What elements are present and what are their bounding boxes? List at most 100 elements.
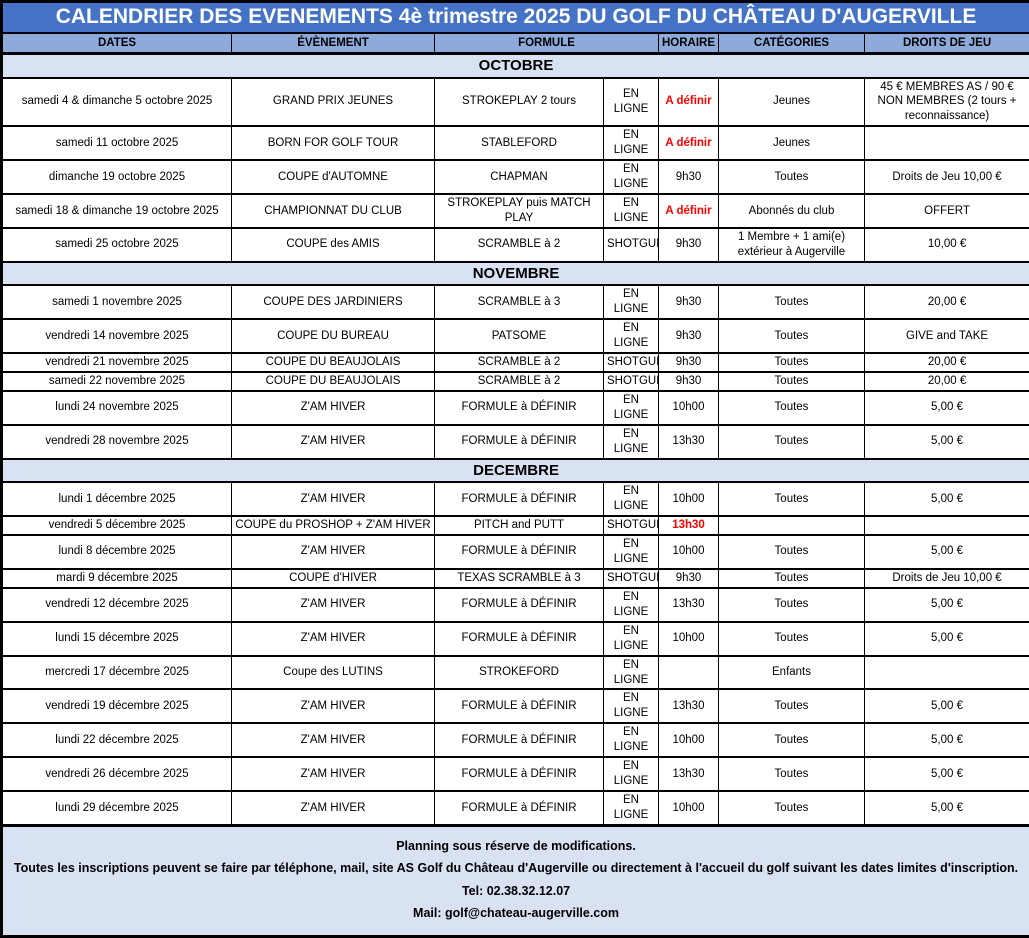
- cell-inscription: EN LIGNE: [604, 689, 659, 723]
- cell-horaire: 13h30: [659, 516, 719, 535]
- footer-email: Mail: golf@chateau-augerville.com: [11, 904, 1021, 923]
- cell-horaire: 13h30: [659, 588, 719, 622]
- cell-droits: 5,00 €: [865, 622, 1029, 656]
- cell-droits: 45 € MEMBRES AS / 90 € NON MEMBRES (2 to…: [865, 78, 1029, 127]
- cell-formule: STABLEFORD: [435, 126, 604, 160]
- col-header-horaire: HORAIRE: [659, 33, 719, 54]
- cell-date: samedi 18 & dimanche 19 octobre 2025: [2, 194, 232, 228]
- cell-event: Z'AM HIVER: [232, 391, 435, 425]
- cell-formule: SCRAMBLE à 3: [435, 285, 604, 319]
- cell-date: samedi 1 novembre 2025: [2, 285, 232, 319]
- cell-inscription: EN LIGNE: [604, 622, 659, 656]
- cell-inscription: EN LIGNE: [604, 126, 659, 160]
- cell-inscription: EN LIGNE: [604, 391, 659, 425]
- cell-event: COUPE DU BEAUJOLAIS: [232, 372, 435, 391]
- cell-horaire: 9h30: [659, 372, 719, 391]
- cell-event: Z'AM HIVER: [232, 588, 435, 622]
- cell-categories: Enfants: [719, 656, 865, 690]
- cell-inscription: SHOTGUN: [604, 353, 659, 372]
- cell-inscription: EN LIGNE: [604, 588, 659, 622]
- cell-horaire: 10h00: [659, 723, 719, 757]
- cell-inscription: SHOTGUN: [604, 516, 659, 535]
- cell-horaire: A définir: [659, 126, 719, 160]
- cell-inscription: EN LIGNE: [604, 757, 659, 791]
- cell-event: Z'AM HIVER: [232, 791, 435, 825]
- cell-droits: Droits de Jeu 10,00 €: [865, 569, 1029, 588]
- footer-note-modifications: Planning sous réserve de modifications.: [11, 837, 1021, 856]
- cell-event: COUPE d'HIVER: [232, 569, 435, 588]
- cell-formule: FORMULE à DÉFINIR: [435, 482, 604, 516]
- cell-categories: Toutes: [719, 757, 865, 791]
- cell-formule: TEXAS SCRAMBLE à 3: [435, 569, 604, 588]
- cell-formule: FORMULE à DÉFINIR: [435, 723, 604, 757]
- cell-formule: FORMULE à DÉFINIR: [435, 689, 604, 723]
- cell-inscription: EN LIGNE: [604, 482, 659, 516]
- cell-date: vendredi 14 novembre 2025: [2, 319, 232, 353]
- cell-event: COUPE des AMIS: [232, 228, 435, 262]
- cell-date: lundi 8 décembre 2025: [2, 535, 232, 569]
- cell-event: CHAMPIONNAT DU CLUB: [232, 194, 435, 228]
- cell-horaire: A définir: [659, 78, 719, 127]
- cell-inscription: EN LIGNE: [604, 160, 659, 194]
- cell-event: Z'AM HIVER: [232, 482, 435, 516]
- cell-event: Z'AM HIVER: [232, 622, 435, 656]
- cell-horaire: 9h30: [659, 160, 719, 194]
- cell-categories: 1 Membre + 1 ami(e) extérieur à Augervil…: [719, 228, 865, 262]
- cell-date: vendredi 12 décembre 2025: [2, 588, 232, 622]
- cell-inscription: EN LIGNE: [604, 791, 659, 825]
- cell-date: mercredi 17 décembre 2025: [2, 656, 232, 690]
- cell-horaire: 10h00: [659, 482, 719, 516]
- cell-categories: Toutes: [719, 689, 865, 723]
- cell-date: lundi 22 décembre 2025: [2, 723, 232, 757]
- cell-formule: FORMULE à DÉFINIR: [435, 791, 604, 825]
- cell-categories: Toutes: [719, 391, 865, 425]
- cell-categories: Toutes: [719, 353, 865, 372]
- cell-date: samedi 11 octobre 2025: [2, 126, 232, 160]
- cell-categories: Abonnés du club: [719, 194, 865, 228]
- cell-event: Z'AM HIVER: [232, 723, 435, 757]
- cell-categories: [719, 516, 865, 535]
- cell-event: Z'AM HIVER: [232, 535, 435, 569]
- cell-date: samedi 25 octobre 2025: [2, 228, 232, 262]
- cell-categories: Toutes: [719, 425, 865, 459]
- cell-formule: STROKEPLAY 2 tours: [435, 78, 604, 127]
- month-section-row: NOVEMBRE: [2, 262, 1029, 286]
- cell-inscription: SHOTGUN: [604, 569, 659, 588]
- cell-horaire: 13h30: [659, 425, 719, 459]
- cell-droits: 5,00 €: [865, 723, 1029, 757]
- cell-event: COUPE DES JARDINIERS: [232, 285, 435, 319]
- cell-droits: [865, 516, 1029, 535]
- cell-event: COUPE DU BUREAU: [232, 319, 435, 353]
- cell-date: dimanche 19 octobre 2025: [2, 160, 232, 194]
- col-header-evenement: ÉVÈNEMENT: [232, 33, 435, 54]
- footer-note-inscriptions: Toutes les inscriptions peuvent se faire…: [11, 859, 1021, 878]
- cell-formule: FORMULE à DÉFINIR: [435, 535, 604, 569]
- cell-date: vendredi 5 décembre 2025: [2, 516, 232, 535]
- cell-categories: Toutes: [719, 622, 865, 656]
- cell-droits: Droits de Jeu 10,00 €: [865, 160, 1029, 194]
- cell-horaire: 10h00: [659, 791, 719, 825]
- cell-categories: Jeunes: [719, 126, 865, 160]
- cell-droits: GIVE and TAKE: [865, 319, 1029, 353]
- month-section-row: OCTOBRE: [2, 54, 1029, 78]
- cell-formule: SCRAMBLE à 2: [435, 228, 604, 262]
- cell-date: lundi 15 décembre 2025: [2, 622, 232, 656]
- cell-horaire: A définir: [659, 194, 719, 228]
- cell-categories: Toutes: [719, 588, 865, 622]
- cell-horaire: 13h30: [659, 757, 719, 791]
- cell-horaire: 9h30: [659, 228, 719, 262]
- cell-categories: Toutes: [719, 372, 865, 391]
- cell-formule: FORMULE à DÉFINIR: [435, 425, 604, 459]
- cell-horaire: 9h30: [659, 319, 719, 353]
- cell-event: Z'AM HIVER: [232, 757, 435, 791]
- cell-horaire: 10h00: [659, 622, 719, 656]
